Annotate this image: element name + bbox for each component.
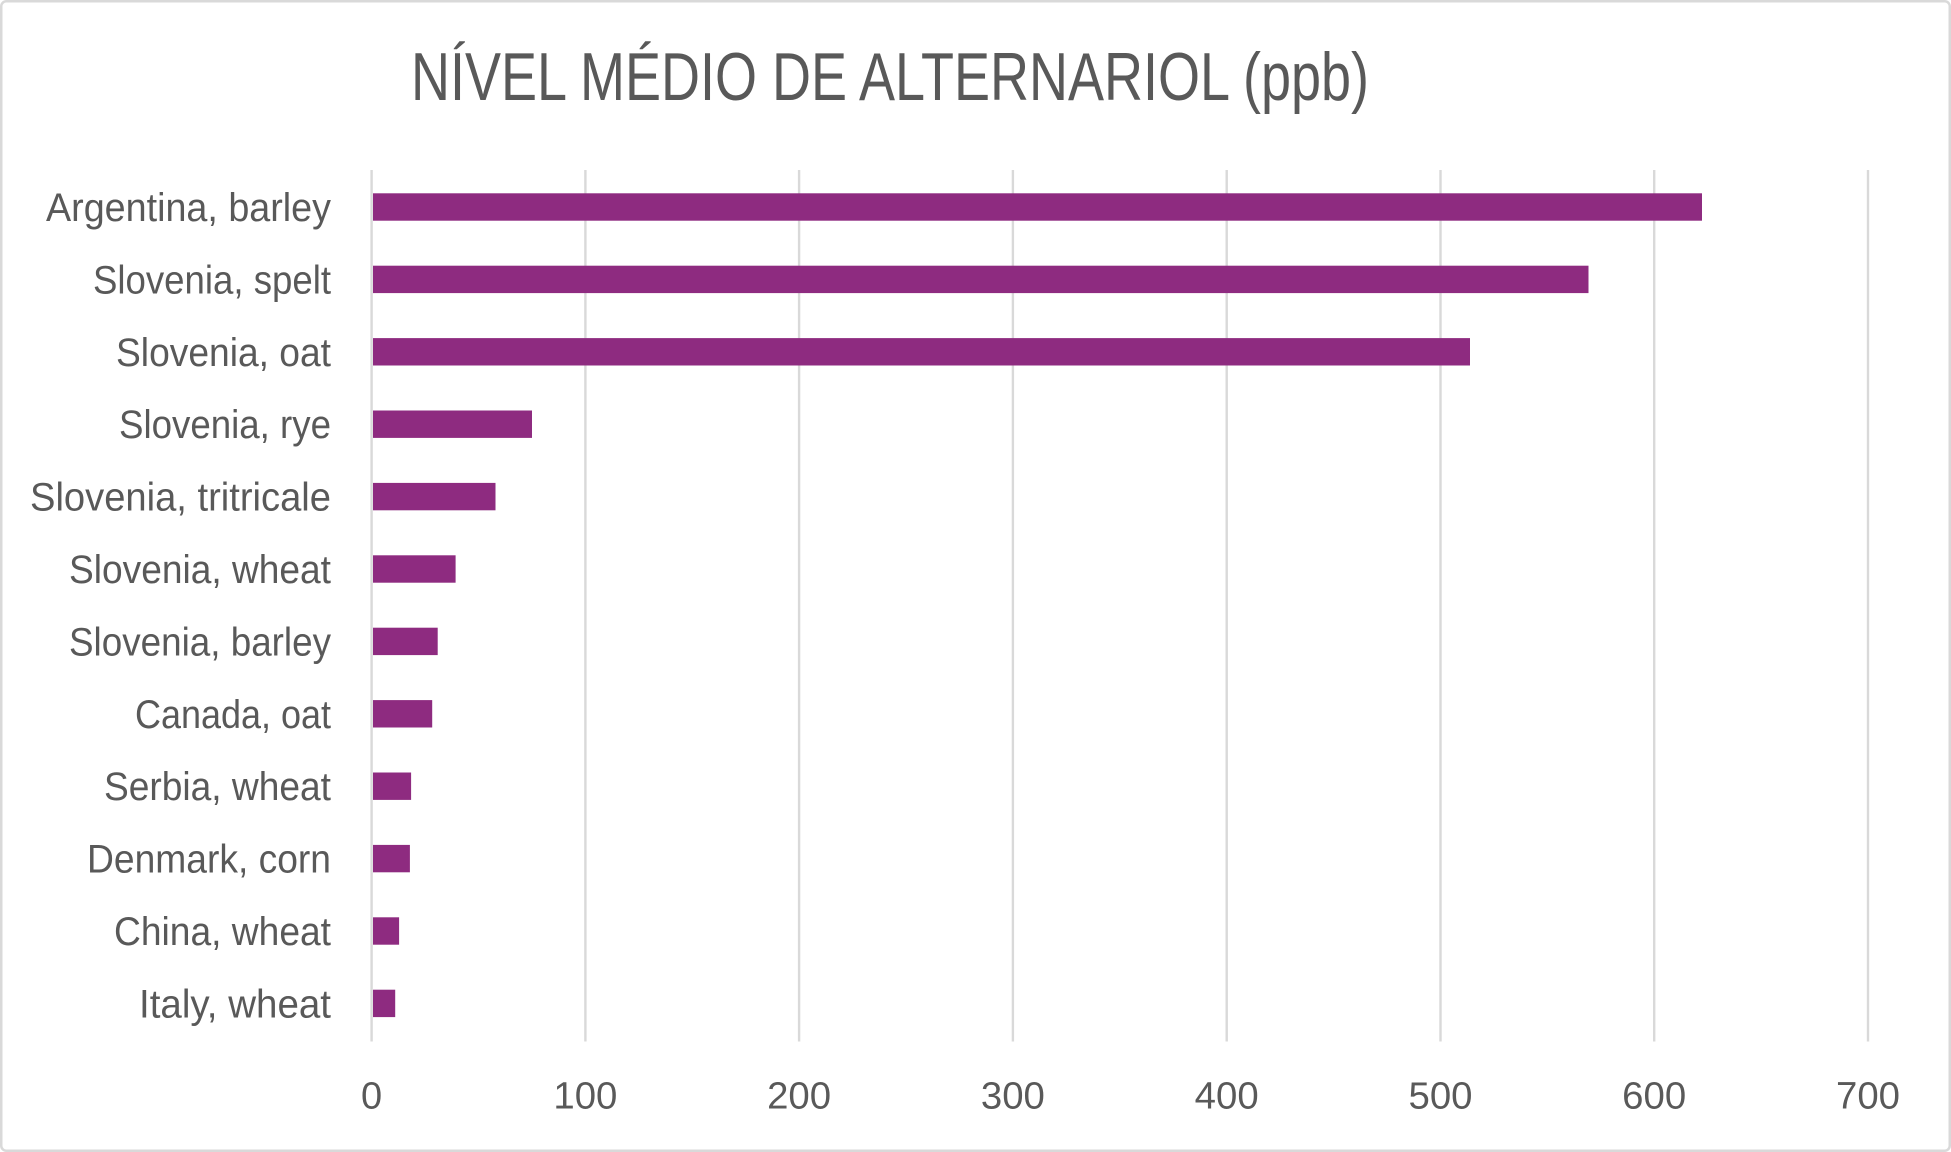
svg-text:400: 400 [1195, 1076, 1259, 1118]
svg-text:300: 300 [981, 1076, 1045, 1118]
svg-text:Argentina, barley: Argentina, barley [46, 186, 331, 230]
svg-text:0: 0 [361, 1076, 382, 1118]
svg-text:Denmark, corn: Denmark, corn [87, 838, 331, 882]
svg-text:Slovenia, rye: Slovenia, rye [119, 403, 331, 447]
svg-text:Italy, wheat: Italy, wheat [139, 982, 331, 1026]
svg-text:Slovenia, barley: Slovenia, barley [69, 620, 331, 664]
svg-text:China, wheat: China, wheat [114, 910, 331, 954]
svg-text:NÍVEL MÉDIO DE ALTERNARIOL (pp: NÍVEL MÉDIO DE ALTERNARIOL (ppb) [411, 40, 1369, 115]
svg-text:Canada, oat: Canada, oat [135, 693, 331, 737]
svg-text:500: 500 [1409, 1076, 1473, 1118]
svg-text:700: 700 [1836, 1076, 1900, 1118]
svg-text:Slovenia, oat: Slovenia, oat [116, 331, 331, 375]
svg-text:Slovenia, tritricale: Slovenia, tritricale [30, 476, 331, 520]
svg-text:Serbia, wheat: Serbia, wheat [104, 765, 331, 809]
svg-text:200: 200 [767, 1076, 831, 1118]
svg-text:Slovenia, wheat: Slovenia, wheat [69, 548, 331, 592]
svg-text:600: 600 [1622, 1076, 1686, 1118]
svg-text:100: 100 [553, 1076, 617, 1118]
svg-text:Slovenia, spelt: Slovenia, spelt [93, 258, 331, 302]
